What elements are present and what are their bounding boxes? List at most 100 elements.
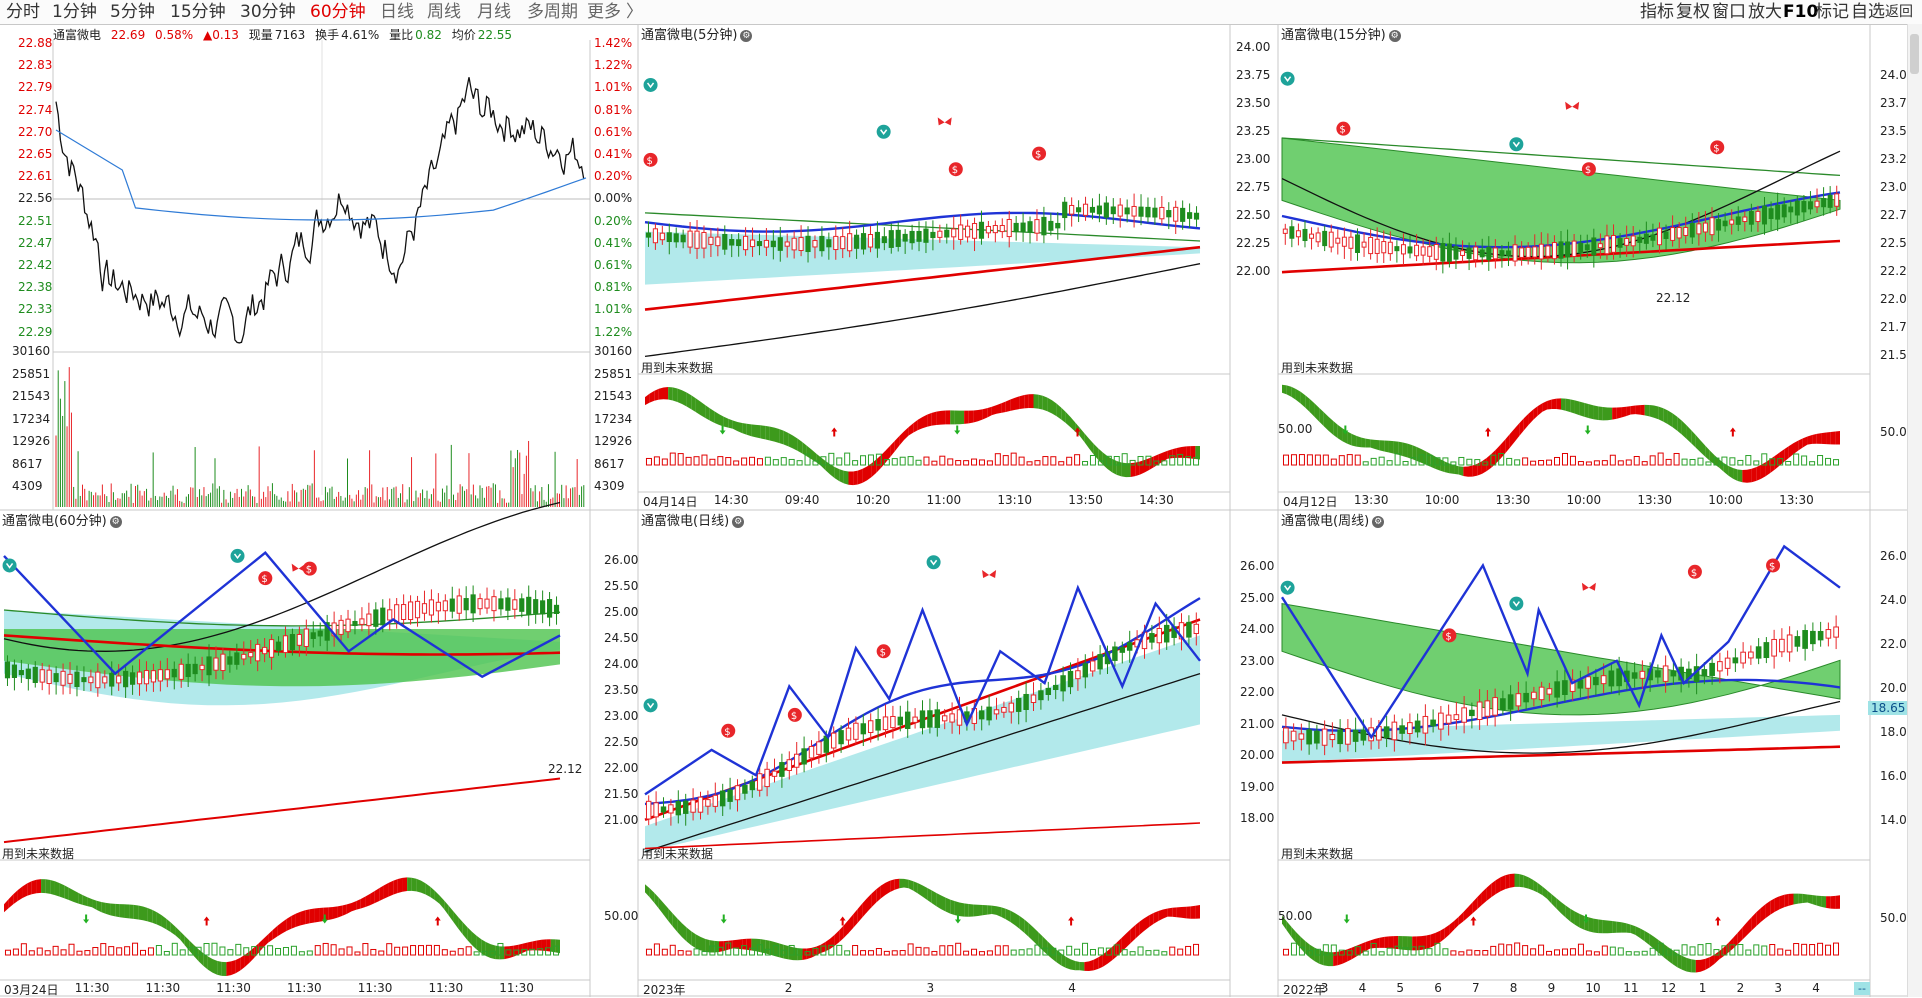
p15-osc-bar: [1338, 455, 1345, 466]
pweek-osc-segment: [1770, 898, 1775, 915]
p60-candle: [109, 672, 115, 687]
p60-candle: [206, 656, 212, 676]
pday-osc-segment: [695, 934, 701, 951]
p5-candle: [770, 240, 776, 248]
pweek-osc-segment: [1705, 957, 1710, 970]
tab-5min[interactable]: 5分钟: [110, 2, 155, 22]
p5-osc-bar: [812, 460, 819, 466]
p60-osc-bar: [338, 948, 345, 956]
p60-osc-segment: [133, 904, 139, 920]
p60-candle: [275, 641, 282, 652]
p5-candle: [999, 225, 1005, 233]
p15-candle: [1295, 230, 1301, 238]
p5-osc-segment: [843, 470, 849, 485]
settings-gear-icon[interactable]: ⚙: [1372, 516, 1385, 528]
tab-fenshi[interactable]: 分时: [6, 2, 40, 22]
scrollbar-thumb[interactable]: [1910, 34, 1919, 74]
p15-osc-bar: [1561, 452, 1568, 466]
p5-candle: [798, 237, 804, 251]
p15-osc-segment: [1579, 401, 1585, 417]
settings-gear-icon[interactable]: ⚙: [1388, 30, 1401, 42]
p60-candle: [81, 677, 87, 683]
pweek-osc-segment: [1598, 919, 1603, 934]
pweek-osc-bar: [1506, 944, 1513, 956]
settings-gear-icon[interactable]: ⚙: [732, 516, 745, 528]
p5-candle: [1041, 216, 1047, 236]
panel-60min-title[interactable]: 通富微电(60分钟) ⚙: [2, 510, 122, 529]
pday-candle: [675, 801, 682, 816]
p60-candle: [449, 598, 455, 612]
tab-30min[interactable]: 30分钟: [240, 2, 296, 22]
p5-candle: [1131, 205, 1137, 217]
p60-osc-segment: [64, 885, 69, 901]
buy-signal-icon: $: [1339, 125, 1345, 136]
tab-month[interactable]: 月线: [477, 2, 511, 22]
p15-osc-bar: [1362, 461, 1369, 466]
pweek-osc-segment: [1612, 921, 1617, 934]
tab-60min[interactable]: 60分钟: [310, 2, 366, 22]
tab-next-arrow[interactable]: 〉: [626, 2, 643, 22]
tool-window[interactable]: 窗口: [1712, 2, 1746, 22]
panel-week-title[interactable]: 通富微电(周线) ⚙: [1281, 510, 1385, 529]
tool-f10[interactable]: F10: [1783, 2, 1819, 22]
p60-osc-bar: [497, 942, 504, 956]
tab-week[interactable]: 周线: [427, 2, 461, 22]
tool-watchlist[interactable]: 自选: [1851, 2, 1885, 22]
pweek-osc-segment: [1500, 875, 1506, 892]
tab-multi-period[interactable]: 多周期: [527, 2, 578, 22]
tab-1min[interactable]: 1分钟: [52, 2, 97, 22]
pweek-candle: [1321, 728, 1328, 746]
panel-day-title[interactable]: 通富微电(日线) ⚙: [641, 510, 745, 529]
p5-osc-bar: [1169, 455, 1176, 466]
panel-15min-title[interactable]: 通富微电(15分钟) ⚙: [1281, 24, 1401, 43]
price-tick-label: 22.51: [18, 213, 53, 228]
buy-signal-icon: $: [306, 565, 312, 576]
tool-adjust[interactable]: 复权: [1676, 2, 1710, 22]
p5-candle: [930, 231, 936, 239]
axis-tick-label: 23.50: [1880, 124, 1915, 138]
axis-tick-label: 22.75: [1236, 180, 1271, 194]
p60-ma-line: [3, 634, 561, 656]
pday-osc-segment: [862, 898, 867, 918]
pweek-candle: [1616, 668, 1622, 687]
p5-candle: [1173, 206, 1179, 222]
p15-osc-segment: [1770, 455, 1775, 474]
p60-candle: [512, 599, 518, 610]
p15-osc-segment: [1505, 434, 1510, 454]
pday-osc-bar: [661, 948, 668, 956]
settings-gear-icon[interactable]: ⚙: [740, 30, 753, 42]
p5-candle: [1089, 206, 1096, 213]
pweek-osc-segment: [1472, 897, 1478, 914]
p15-osc-bar: [1458, 456, 1465, 466]
down-signal-icon: [643, 77, 658, 92]
axis-tick-label: 20.00: [1240, 748, 1275, 762]
buy-signal-icon: $: [1691, 568, 1697, 579]
p60-osc-segment: [485, 942, 491, 958]
down-signal-icon: [643, 698, 658, 713]
p5-osc-bar: [756, 458, 763, 466]
tool-back[interactable]: 返回: [1885, 4, 1913, 20]
axis-tick-label: 23.50: [604, 683, 639, 697]
vertical-scrollbar[interactable]: [1907, 24, 1922, 997]
pday-osc-bar: [947, 945, 954, 956]
tab-more[interactable]: 更多: [587, 2, 621, 22]
pweek-osc-bar: [1825, 944, 1832, 956]
chart-surface[interactable]: $$$$$$$$$$$$$$: [0, 24, 1908, 997]
p5-osc-segment: [1024, 394, 1029, 409]
tool-indicator[interactable]: 指标: [1640, 2, 1674, 22]
p5-osc-segment: [774, 427, 780, 443]
tab-day[interactable]: 日线: [380, 2, 414, 22]
p60-osc-bar: [203, 943, 210, 956]
p15-osc-segment: [1379, 440, 1385, 452]
tab-15min[interactable]: 15分钟: [170, 2, 226, 22]
tool-mark[interactable]: 标记: [1815, 2, 1849, 22]
p15-candle: [1565, 241, 1571, 258]
panel-5min-title[interactable]: 通富微电(5分钟) ⚙: [641, 24, 753, 43]
p15-osc-segment: [1751, 467, 1757, 483]
pweek-osc-bar: [1514, 942, 1521, 956]
p5-osc-segment: [894, 436, 900, 452]
axis-tick-label: 14.00: [1880, 813, 1915, 827]
tool-zoom[interactable]: 放大: [1748, 2, 1782, 22]
settings-gear-icon[interactable]: ⚙: [109, 516, 122, 528]
p60-candle: [407, 601, 414, 621]
